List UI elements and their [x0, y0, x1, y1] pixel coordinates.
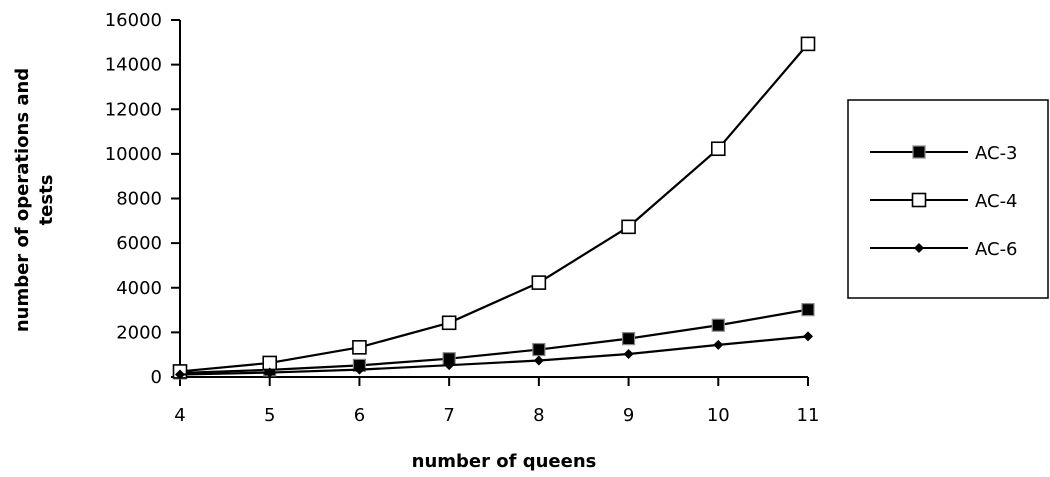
legend-item-ac-3: AC-3 — [870, 143, 1018, 164]
legend-swatch-marker — [911, 192, 927, 208]
data-point-ac-4 — [352, 340, 367, 355]
y-ticks: 0 2000 4000 6000 8000 10000 12000 14000 16000 — [105, 10, 180, 388]
y-tick-label: 8000 — [116, 189, 162, 210]
data-point-ac-6 — [175, 369, 185, 380]
y-tick-label: 12000 — [105, 99, 162, 120]
series-ac-4 — [172, 36, 816, 379]
series-line-ac-3 — [179, 308, 809, 375]
data-point-ac-4 — [531, 275, 547, 290]
series-line-ac-6 — [179, 335, 809, 376]
x-tick-label: 10 — [707, 405, 730, 426]
legend-item-ac-6: AC-6 — [870, 239, 1018, 260]
y-tick-label: 10000 — [105, 144, 162, 165]
x-tick-label: 7 — [443, 405, 454, 426]
data-point-ac-6 — [803, 331, 813, 342]
data-point-ac-6 — [444, 360, 455, 371]
data-point-ac-4 — [441, 315, 457, 331]
y-tick-label: 4000 — [116, 278, 162, 299]
legend-item-ac-4: AC-4 — [870, 191, 1018, 212]
x-tick-label: 5 — [264, 405, 275, 426]
legend-swatch-marker — [912, 145, 926, 159]
data-point-ac-6 — [354, 364, 365, 375]
data-point-ac-3 — [621, 332, 636, 346]
y-tick-label: 16000 — [105, 10, 162, 31]
data-point-ac-4 — [800, 36, 816, 52]
x-tick-label: 11 — [797, 405, 820, 426]
legend-swatch-marker — [914, 243, 924, 253]
data-point-ac-6 — [713, 339, 724, 350]
data-point-ac-3 — [801, 303, 815, 317]
x-axis-title: number of queens — [412, 451, 597, 472]
legend-items: AC-3 AC-4 AC-6 — [870, 143, 1018, 260]
data-point-ac-4 — [710, 141, 726, 157]
series-ac-6 — [175, 331, 813, 380]
y-tick-label: 2000 — [116, 322, 162, 343]
data-point-ac-3 — [532, 342, 546, 357]
data-point-ac-6 — [623, 349, 634, 360]
y-tick-label: 6000 — [116, 233, 162, 254]
legend-label: AC-6 — [975, 239, 1018, 260]
data-point-ac-4 — [262, 355, 278, 371]
legend: AC-3 AC-4 AC-6 — [847, 99, 1049, 299]
series-line-ac-4 — [179, 43, 809, 373]
x-tick-label: 4 — [174, 405, 185, 426]
y-axis-title-line-1: number of operations and — [12, 68, 33, 332]
data-point-ac-6 — [264, 367, 275, 378]
data-point-ac-4 — [621, 219, 636, 235]
x-tick-label: 8 — [533, 405, 544, 426]
data-point-ac-6 — [533, 355, 544, 366]
legend-label: AC-3 — [975, 143, 1018, 164]
x-tick-label: 6 — [354, 405, 365, 426]
y-tick-label: 14000 — [105, 55, 162, 76]
y-tick-label: 0 — [151, 367, 162, 388]
data-point-ac-3 — [711, 318, 725, 332]
x-tick-label: 9 — [623, 405, 634, 426]
y-axis-title: number of operations and tests — [12, 68, 57, 332]
series-layer — [172, 36, 816, 380]
y-axis-title-line-2: tests — [36, 175, 57, 226]
x-ticks: 4 5 6 7 8 9 10 11 — [174, 377, 819, 426]
legend-label: AC-4 — [975, 191, 1018, 212]
